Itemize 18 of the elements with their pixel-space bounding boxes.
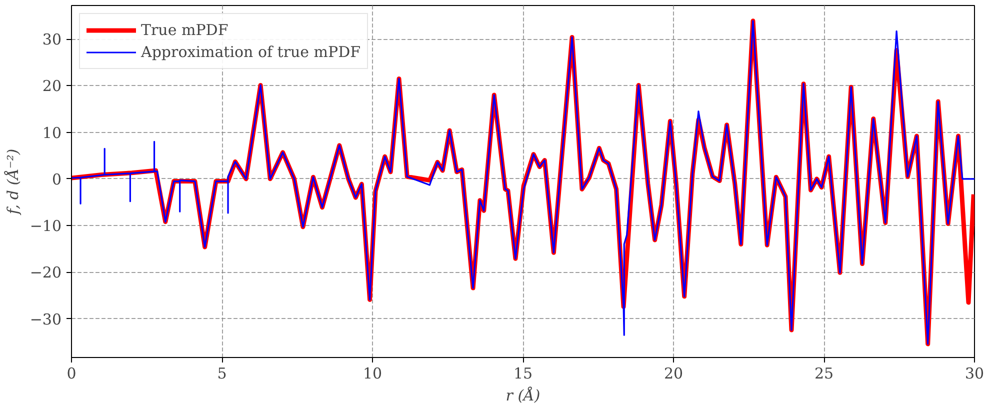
y-tick-label: 20: [42, 77, 62, 96]
x-axis-title: r (Å): [506, 386, 540, 404]
y-tick-label: −20: [30, 264, 62, 282]
x-tick-label: 10: [362, 364, 382, 382]
x-tick-label: 5: [217, 364, 227, 382]
y-tick-label: −30: [30, 310, 62, 328]
legend-label: True mPDF: [141, 21, 228, 39]
y-tick-label: 0: [52, 170, 62, 188]
x-tick-label: 15: [513, 364, 533, 382]
y-tick-label: −10: [30, 217, 62, 236]
y-axis-title: f, d (Å⁻²): [4, 148, 22, 216]
x-tick-label: 25: [814, 364, 834, 382]
y-tick-label: 30: [42, 30, 62, 49]
legend-label: Approximation of true mPDF: [141, 43, 361, 61]
x-tick-label: 0: [66, 364, 76, 382]
x-tick-label: 30: [964, 364, 984, 382]
x-tick-label: 20: [664, 364, 684, 382]
y-tick-label: 10: [42, 124, 62, 142]
